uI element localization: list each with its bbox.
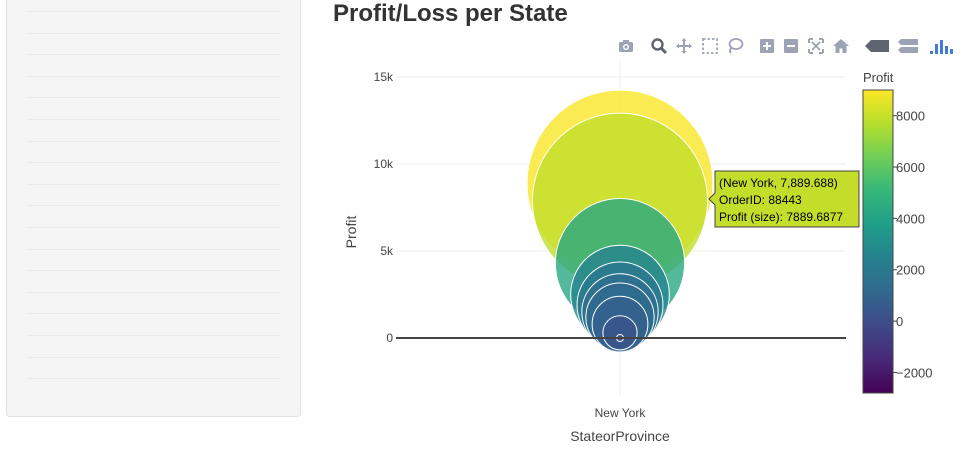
hover-line-3: Profit (size): 7889.6877 <box>719 210 843 224</box>
colorbar: Profit −2000 0 2000 4000 6000 8000 <box>862 70 933 394</box>
page-title: Profit/Loss per State <box>333 0 568 27</box>
y-tick-label: 0 <box>386 331 393 345</box>
sidebar-divider <box>27 270 280 272</box>
box-select-icon[interactable] <box>700 36 720 56</box>
pan-icon[interactable] <box>674 36 694 56</box>
sidebar-divider <box>27 11 280 12</box>
hover-closest-icon[interactable] <box>863 36 891 56</box>
axis-layer: 0 5k 10k 15k New York <box>374 70 846 420</box>
colorbar-tick-label: −2000 <box>896 365 933 380</box>
zoom-in-icon[interactable] <box>757 36 777 56</box>
y-tick-label: 15k <box>374 70 394 84</box>
zoom-out-icon[interactable] <box>781 36 801 56</box>
y-tick-label: 10k <box>374 157 394 171</box>
hover-line-2: OrderID: 88443 <box>719 193 802 207</box>
sidebar-divider <box>27 54 280 56</box>
lasso-icon[interactable] <box>725 36 745 56</box>
colorbar-tick-label: 6000 <box>896 160 925 175</box>
colorbar-tick-label: 0 <box>896 314 903 329</box>
camera-icon[interactable] <box>616 36 636 56</box>
zoom-icon[interactable] <box>649 36 669 56</box>
x-tick-label: New York <box>595 406 647 420</box>
colorbar-tick-label: 2000 <box>896 263 925 278</box>
sidebar-divider <box>27 75 280 77</box>
colorbar-tick-label: 4000 <box>896 211 925 226</box>
sidebar-divider <box>27 140 280 142</box>
hover-tooltip: (New York, 7,889.688) OrderID: 88443 Pro… <box>708 170 860 228</box>
sidebar-divider <box>27 291 280 293</box>
sidebar-panel <box>6 0 301 417</box>
x-axis-title: StateorProvince <box>570 428 670 444</box>
autoscale-icon[interactable] <box>806 36 826 56</box>
sidebar-divider <box>27 248 280 250</box>
sidebar-divider <box>27 378 280 380</box>
sidebar-divider <box>27 205 280 207</box>
reset-axes-icon[interactable] <box>831 36 851 56</box>
colorbar-gradient <box>862 89 894 394</box>
sidebar-divider <box>27 313 280 315</box>
sidebar-divider <box>27 97 280 99</box>
bubble-marker[interactable] <box>602 315 638 351</box>
colorbar-title: Profit <box>863 70 894 85</box>
sidebar-divider <box>27 32 280 34</box>
hover-compare-icon[interactable] <box>896 36 920 56</box>
sidebar-divider <box>27 119 280 120</box>
sidebar-divider <box>27 335 280 336</box>
hover-line-1: (New York, 7,889.688) <box>719 176 838 190</box>
colorbar-tick-label: 8000 <box>896 109 925 124</box>
sidebar-divider <box>27 227 280 228</box>
sidebar-divider <box>27 356 280 358</box>
sidebar-divider <box>27 162 280 164</box>
marker-layer <box>526 89 714 353</box>
sidebar-divider <box>27 183 280 185</box>
plotly-logo-icon[interactable] <box>928 36 956 56</box>
y-axis-title: Profit <box>343 216 359 249</box>
y-tick-label: 5k <box>380 244 394 258</box>
